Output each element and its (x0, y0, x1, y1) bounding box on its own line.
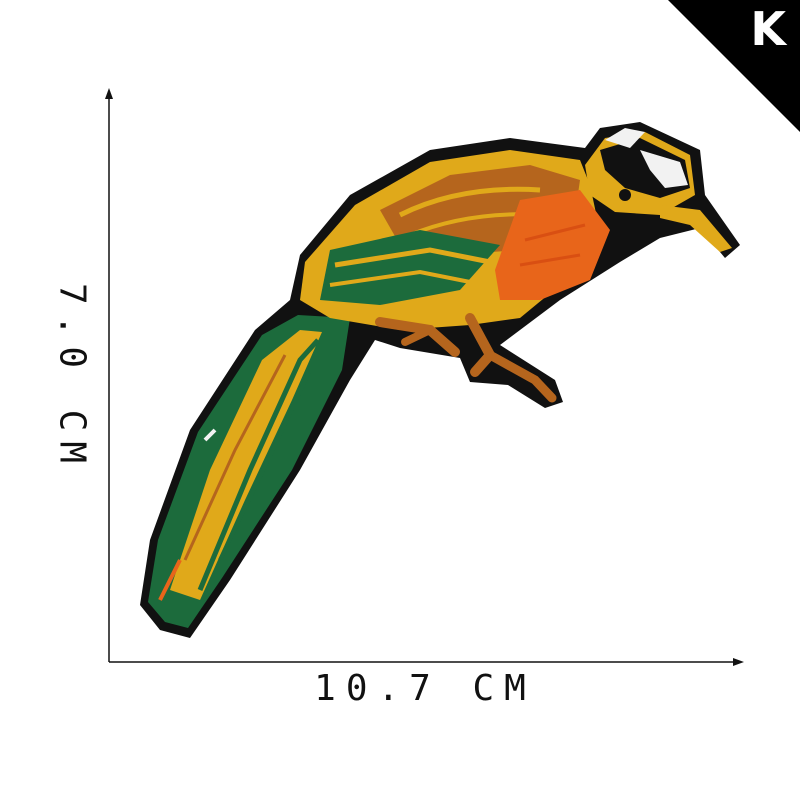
bird-beak (660, 205, 732, 252)
badge-letter: K (750, 2, 786, 56)
width-dimension-label: 10.7 CM (314, 668, 536, 709)
bird-body (300, 150, 610, 330)
bird-head (585, 128, 732, 252)
corner-badge: K (668, 0, 800, 132)
vertical-arrow-icon (105, 88, 113, 99)
bird-feet (375, 313, 557, 403)
bird-tail (148, 315, 350, 628)
horizontal-arrow-icon (733, 658, 744, 666)
